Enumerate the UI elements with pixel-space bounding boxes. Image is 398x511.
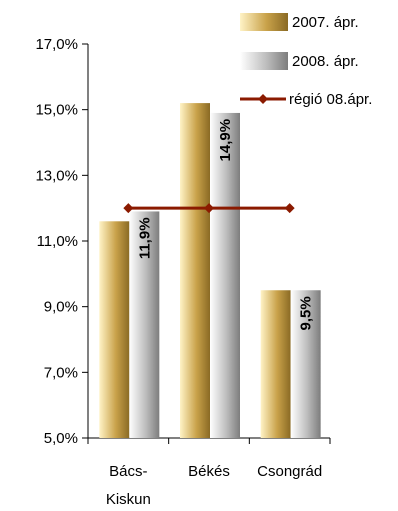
axes: 5,0% 7,0% 9,0% 11,0% 13,0% 15,0% 17,0% Bács-Kis… <box>35 36 331 508</box>
region-line-marker <box>123 203 134 214</box>
region-line-series <box>123 203 295 214</box>
x-category-label: Békés <box>188 463 230 480</box>
x-category-label: Bács-Kiskun <box>106 463 151 508</box>
bar-series-2 <box>290 290 321 438</box>
y-tick-label: 9,0% <box>44 299 78 316</box>
data-label: 9,5% <box>298 296 315 330</box>
legend-label: régió 08.ápr. <box>289 91 372 108</box>
legend-marker <box>258 94 268 104</box>
y-tick-label: 7,0% <box>44 364 78 381</box>
bar-series-1 <box>260 290 291 438</box>
legend-label: 2008. ápr. <box>292 53 359 70</box>
legend-label: 2007. ápr. <box>292 14 359 31</box>
data-label: 11,9% <box>136 217 153 259</box>
region-line-marker <box>204 203 214 214</box>
y-tick-label: 11,0% <box>37 233 78 250</box>
legend-swatch-series-1 <box>240 13 288 31</box>
legend: 2007. ápr. 2008. ápr. régió 08.ápr. <box>240 13 372 108</box>
bar-series-2 <box>129 211 160 438</box>
y-tick-label: 15,0% <box>35 102 78 119</box>
bar-series-1 <box>99 221 130 438</box>
bar-series-1 <box>180 103 210 438</box>
bar-series-2 <box>210 112 240 438</box>
data-labels: 11,9% 14,9% 9,5% <box>136 119 314 331</box>
data-label: 14,9% <box>217 119 234 162</box>
y-tick-label: 13,0% <box>35 167 78 184</box>
bars <box>99 103 321 438</box>
legend-swatch-series-2 <box>240 52 288 70</box>
region-line-marker <box>284 203 295 214</box>
y-tick-label: 5,0% <box>44 430 78 447</box>
x-category-label: Csongrád <box>257 463 322 480</box>
y-tick-label: 17,0% <box>35 36 78 53</box>
